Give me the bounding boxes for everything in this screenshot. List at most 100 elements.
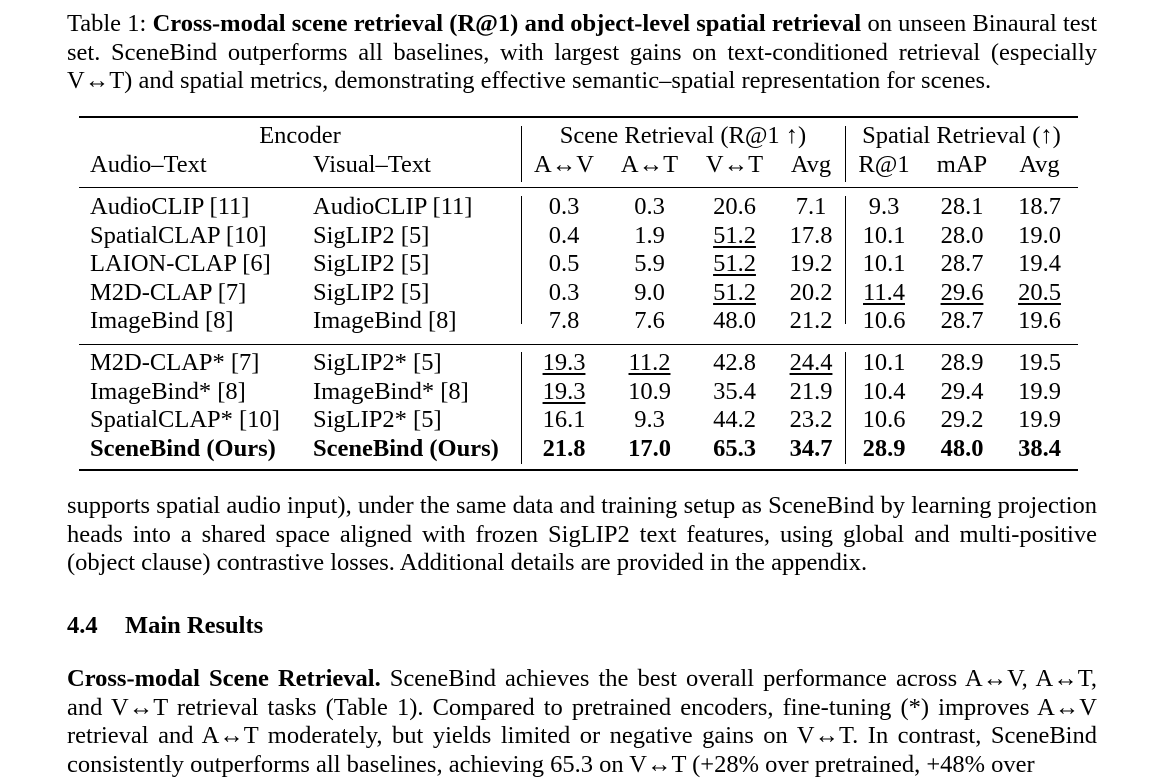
cell-audio: SpatialCLAP [10] — [90, 221, 267, 249]
header-scene-retrieval: Scene Retrieval (R@1 ↑) — [559, 122, 807, 149]
cell-at: 9.3 — [634, 406, 665, 433]
cell-pavg: 18.7 — [1018, 193, 1061, 220]
cell-pavg: 38.4 — [1018, 434, 1061, 462]
col-map: mAP — [936, 150, 988, 178]
cell-at: 1.9 — [634, 221, 665, 249]
cell-at: 7.6 — [634, 307, 665, 334]
cell-savg: 23.2 — [789, 406, 833, 433]
cell-savg: 17.8 — [789, 221, 833, 249]
cell-map: 29.2 — [940, 406, 984, 433]
cell-vt: 51.2 — [713, 221, 756, 249]
caption-text: on unseen Binaural test set. SceneBind o… — [67, 10, 1098, 94]
paragraph-2-text: SceneBind achieves the best overall perf… — [67, 665, 1098, 778]
finetuned-rows: M2D-CLAP* [7] SigLIP2* [5] 19.3 11.2 42.8 24.… — [79, 349, 1078, 463]
cell-pavg: 19.9 — [1018, 406, 1061, 433]
cell-audio: ImageBind [8] — [90, 307, 234, 334]
col-scene-avg: Avg — [790, 150, 832, 178]
cell-pavg: 19.5 — [1018, 349, 1061, 376]
cell-visual: ImageBind* [8] — [313, 377, 469, 405]
section-number: 4.4 — [67, 612, 98, 639]
cell-vt: 44.2 — [713, 406, 756, 433]
cell-av: 16.1 — [542, 406, 586, 433]
cell-at: 9.0 — [634, 278, 665, 306]
cell-map: 28.7 — [940, 250, 984, 277]
cell-visual: SigLIP2 [5] — [313, 278, 430, 306]
vsep-body1-2 — [845, 196, 846, 324]
col-vt: V↔T — [705, 150, 764, 178]
cell-av: 0.3 — [548, 193, 580, 220]
cell-visual: SigLIP2* [5] — [313, 349, 442, 376]
col-audio-text: Audio–Text — [90, 150, 207, 178]
table-row: M2D-CLAP* [7] SigLIP2* [5] 19.3 11.2 42.8 24.… — [79, 349, 1078, 378]
paragraph-1: supports spatial audio input), under the… — [67, 492, 1097, 576]
cell-savg: 7.1 — [795, 193, 827, 220]
cell-vt: 20.6 — [713, 193, 756, 220]
cell-vt: 51.2 — [713, 250, 756, 277]
top-rule — [79, 116, 1078, 118]
table-row: ImageBind* [8] ImageBind* [8] 19.3 10.9 35.4… — [79, 378, 1078, 407]
cell-audio: AudioCLIP [11] — [90, 193, 250, 220]
cell-r1: 28.9 — [862, 434, 906, 462]
pretrained-rows: AudioCLIP [11] AudioCLIP [11] 0.3 0.3 20.6 7.… — [79, 193, 1078, 336]
cell-visual: SigLIP2* [5] — [313, 406, 442, 433]
col-at: A↔T — [620, 150, 679, 178]
cell-vt: 35.4 — [713, 377, 756, 405]
caption-bold-title: Cross-modal scene retrieval (R@1) and ob… — [152, 10, 862, 37]
cell-av: 0.3 — [548, 278, 580, 306]
cell-r1: 10.1 — [862, 349, 906, 376]
cell-r1: 10.6 — [862, 307, 906, 334]
cell-vt: 65.3 — [713, 434, 756, 462]
table-caption: Table 1: Cross-modal scene retrieval (R@… — [67, 10, 1097, 96]
cell-savg: 20.2 — [789, 278, 833, 306]
table-row: ImageBind [8] ImageBind [8] 7.8 7.6 48.0 21.2… — [79, 307, 1078, 336]
cell-visual: SceneBind (Ours) — [313, 434, 499, 462]
cell-map: 28.7 — [940, 307, 984, 334]
cell-r1: 10.4 — [862, 377, 906, 405]
cell-pavg: 19.6 — [1018, 307, 1061, 334]
mid-rule — [79, 344, 1078, 345]
vsep-header-1 — [521, 126, 522, 182]
cell-visual: SigLIP2 [5] — [313, 221, 430, 249]
table-row: LAION-CLAP [6] SigLIP2 [5] 0.5 5.9 51.2 19.2 1… — [79, 250, 1078, 279]
cell-pavg: 19.4 — [1018, 250, 1061, 277]
cell-vt: 48.0 — [713, 307, 756, 334]
cell-map: 29.4 — [940, 377, 984, 405]
cell-audio: ImageBind* [8] — [90, 377, 246, 405]
cell-visual: ImageBind [8] — [313, 307, 457, 334]
cell-r1: 9.3 — [868, 193, 900, 220]
cell-av: 21.8 — [542, 434, 586, 462]
cell-at: 0.3 — [634, 193, 665, 220]
cell-pavg: 20.5 — [1018, 278, 1061, 306]
cell-savg: 24.4 — [789, 349, 833, 376]
table-row: SpatialCLAP* [10] SigLIP2* [5] 16.1 9.3 44.2… — [79, 406, 1078, 435]
cell-map: 28.1 — [940, 193, 984, 220]
cell-r1: 10.1 — [862, 221, 906, 249]
cell-savg: 19.2 — [789, 250, 833, 277]
caption-label: Table 1: — [67, 10, 147, 37]
cell-vt: 42.8 — [713, 349, 756, 376]
cell-av: 19.3 — [542, 377, 586, 405]
header-rule — [79, 187, 1078, 188]
section-heading: 4.4 Main Results — [67, 612, 263, 640]
cell-at: 11.2 — [628, 349, 671, 376]
col-av: A↔V — [534, 150, 594, 178]
cell-vt: 51.2 — [713, 278, 756, 306]
header-encoder: Encoder — [259, 122, 341, 149]
bottom-rule — [79, 469, 1078, 471]
vsep-header-2 — [845, 126, 846, 182]
cell-av: 19.3 — [542, 349, 586, 376]
cell-audio: M2D-CLAP* [7] — [90, 349, 260, 376]
header-table: Encoder Scene Retrieval (R@1 ↑) Spatial … — [79, 122, 1078, 179]
cell-at: 5.9 — [634, 250, 665, 277]
cell-savg: 21.2 — [789, 307, 833, 334]
cell-av: 0.5 — [548, 250, 580, 277]
cell-map: 28.9 — [940, 349, 984, 376]
cell-audio: SpatialCLAP* [10] — [90, 406, 280, 433]
cell-audio: LAION-CLAP [6] — [90, 250, 271, 277]
cell-map: 29.6 — [940, 278, 984, 306]
cell-audio: SceneBind (Ours) — [90, 434, 276, 462]
cell-av: 0.4 — [548, 221, 580, 249]
paragraph-2: Cross-modal Scene Retrieval. SceneBind a… — [67, 665, 1097, 779]
col-visual-text: Visual–Text — [313, 150, 431, 178]
cell-savg: 34.7 — [789, 434, 833, 462]
